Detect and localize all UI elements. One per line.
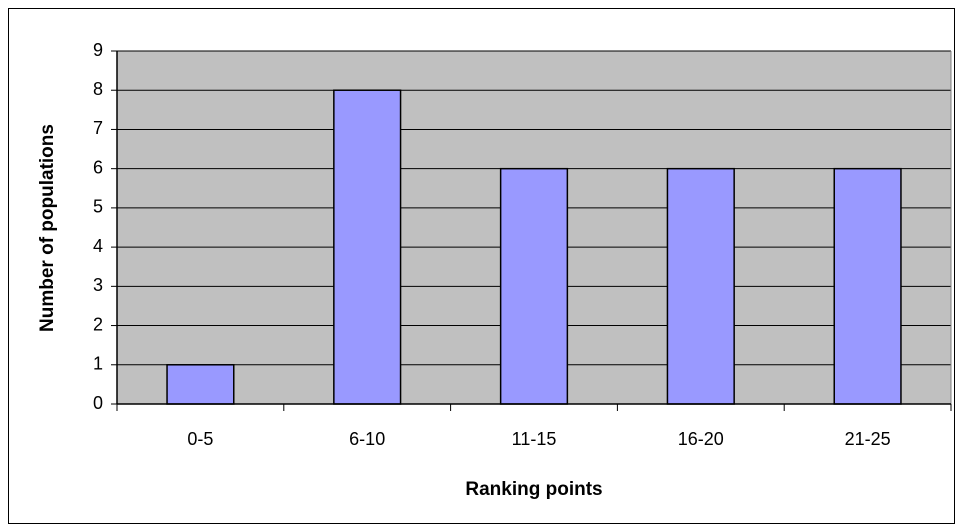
y-tick-label: 8 bbox=[93, 79, 103, 99]
x-tick-label: 0-5 bbox=[187, 429, 213, 449]
y-tick-label: 5 bbox=[93, 197, 103, 217]
y-tick-label: 3 bbox=[93, 275, 103, 295]
x-tick-label: 21-25 bbox=[845, 429, 891, 449]
x-axis-label: Ranking points bbox=[465, 479, 602, 500]
x-tick-label: 11-15 bbox=[512, 429, 557, 449]
bar bbox=[333, 89, 402, 405]
y-tick-label: 6 bbox=[93, 157, 103, 177]
y-tick-label: 4 bbox=[93, 236, 103, 256]
bar bbox=[499, 167, 569, 405]
bar bbox=[666, 167, 735, 405]
y-tick-label: 1 bbox=[93, 354, 103, 374]
y-tick-label: 7 bbox=[93, 118, 103, 138]
y-tick-label: 0 bbox=[93, 393, 103, 413]
x-tick-label: 16-20 bbox=[678, 429, 724, 449]
bar bbox=[166, 364, 235, 405]
y-axis-label: Number of populations bbox=[37, 124, 58, 332]
y-tick-label: 9 bbox=[93, 40, 103, 60]
y-tick-label: 2 bbox=[93, 314, 103, 334]
x-tick-label: 6-10 bbox=[349, 429, 385, 449]
bar bbox=[833, 167, 902, 405]
